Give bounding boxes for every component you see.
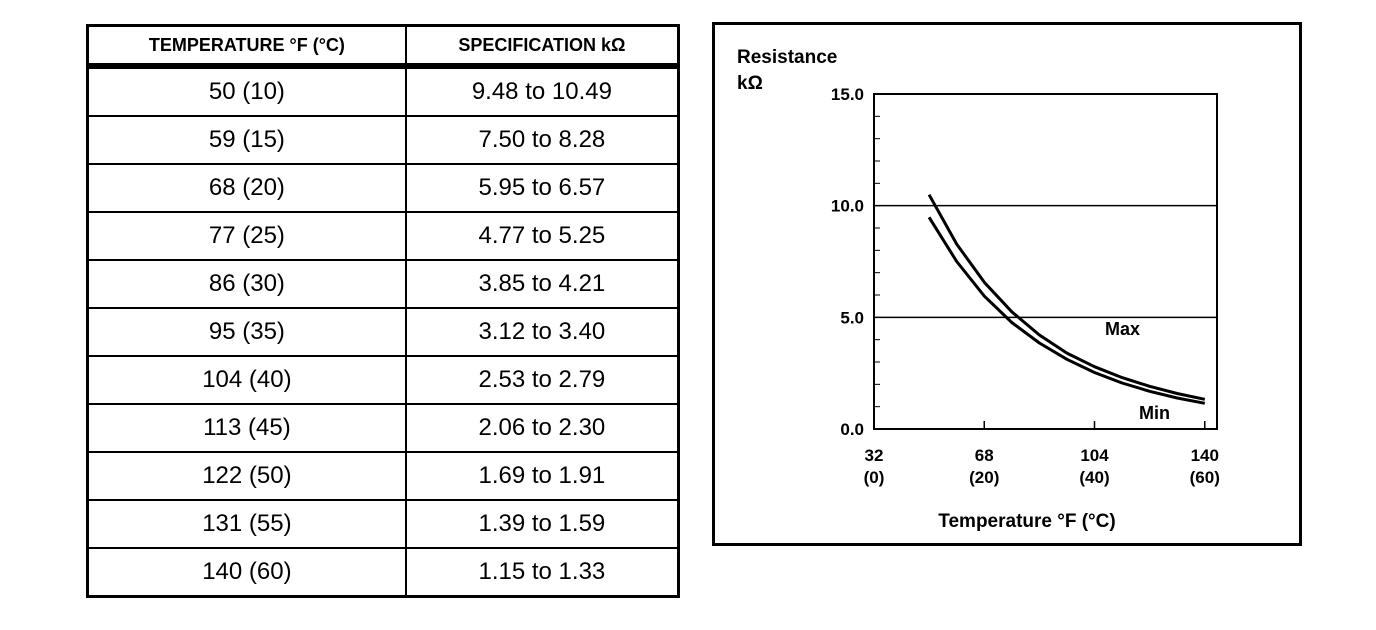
table-row: 95 (35) 3.12 to 3.40 xyxy=(86,307,680,357)
specification-cell: 3.85 to 4.21 xyxy=(404,259,680,309)
temperature-cell: 77 (25) xyxy=(86,211,407,261)
specification-cell: 2.06 to 2.30 xyxy=(404,403,680,453)
temperature-cell: 95 (35) xyxy=(86,307,407,357)
x-tick-label: 104 xyxy=(1080,446,1109,465)
resistance-chart-panel: Resistance kΩ Temperature °F (°C) 0.0 5.0… xyxy=(712,22,1302,546)
temperature-cell: 59 (15) xyxy=(86,115,407,165)
temperature-cell: 140 (60) xyxy=(86,547,407,598)
specification-cell: 3.12 to 3.40 xyxy=(404,307,680,357)
y-axis-label-line2: kΩ xyxy=(737,73,763,94)
x-tick-label-celsius: (60) xyxy=(1190,468,1220,487)
x-axis-label: Temperature °F (°C) xyxy=(938,511,1115,532)
table-row: 77 (25) 4.77 to 5.25 xyxy=(86,211,680,261)
x-tick-label: 140 xyxy=(1191,446,1219,465)
table-row: 122 (50) 1.69 to 1.91 xyxy=(86,451,680,501)
table-row: 113 (45) 2.06 to 2.30 xyxy=(86,403,680,453)
table-row: 59 (15) 7.50 to 8.28 xyxy=(86,115,680,165)
temperature-cell: 113 (45) xyxy=(86,403,407,453)
header-specification: SPECIFICATION kΩ xyxy=(404,24,680,69)
temperature-cell: 50 (10) xyxy=(86,65,407,117)
x-tick-label-celsius: (20) xyxy=(969,468,999,487)
plot-frame xyxy=(873,93,1218,430)
specification-cell: 7.50 to 8.28 xyxy=(404,115,680,165)
series-label-max: Max xyxy=(1105,319,1140,339)
y-tick-label: 10.0 xyxy=(831,197,864,216)
y-tick-label: 0.0 xyxy=(840,420,864,439)
temperature-cell: 131 (55) xyxy=(86,499,407,549)
specification-cell: 1.39 to 1.59 xyxy=(404,499,680,549)
temperature-cell: 104 (40) xyxy=(86,355,407,405)
y-tick-label: 5.0 xyxy=(840,308,864,327)
y-axis-label-line1: Resistance xyxy=(737,47,837,68)
y-tick-label: 15.0 xyxy=(831,85,864,104)
temperature-cell: 86 (30) xyxy=(86,259,407,309)
specification-cell: 4.77 to 5.25 xyxy=(404,211,680,261)
table-row: 68 (20) 5.95 to 6.57 xyxy=(86,163,680,213)
temperature-cell: 68 (20) xyxy=(86,163,407,213)
resistance-chart: Resistance kΩ Temperature °F (°C) 0.0 5.0… xyxy=(737,47,1220,532)
table-row: 140 (60) 1.15 to 1.33 xyxy=(86,547,680,598)
table-header-row: TEMPERATURE °F (°C) SPECIFICATION kΩ xyxy=(86,24,680,69)
series-label-min: Min xyxy=(1139,403,1170,423)
specification-cell: 1.15 to 1.33 xyxy=(404,547,680,598)
header-temperature: TEMPERATURE °F (°C) xyxy=(86,24,407,69)
specification-table: TEMPERATURE °F (°C) SPECIFICATION kΩ 50 … xyxy=(86,24,680,598)
x-tick-label-celsius: (0) xyxy=(864,468,885,487)
table-row: 50 (10) 9.48 to 10.49 xyxy=(86,65,680,117)
table-row: 104 (40) 2.53 to 2.79 xyxy=(86,355,680,405)
x-tick-label: 32 xyxy=(865,446,884,465)
specification-cell: 5.95 to 6.57 xyxy=(404,163,680,213)
temperature-cell: 122 (50) xyxy=(86,451,407,501)
x-tick-label-celsius: (40) xyxy=(1079,468,1109,487)
table-row: 131 (55) 1.39 to 1.59 xyxy=(86,499,680,549)
x-tick-label: 68 xyxy=(975,446,994,465)
series-line-min xyxy=(927,216,1206,405)
series-line-max xyxy=(927,193,1206,401)
specification-cell: 2.53 to 2.79 xyxy=(404,355,680,405)
table-row: 86 (30) 3.85 to 4.21 xyxy=(86,259,680,309)
specification-cell: 9.48 to 10.49 xyxy=(404,65,680,117)
specification-cell: 1.69 to 1.91 xyxy=(404,451,680,501)
